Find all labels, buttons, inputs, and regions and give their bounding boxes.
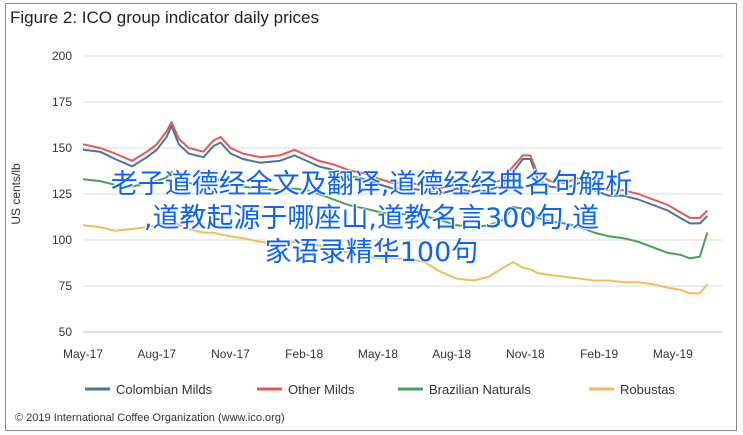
y-tick-label: 75 [59, 279, 73, 293]
copyright-notice: © 2019 International Coffee Organization… [15, 412, 285, 424]
x-tick-label: May-17 [63, 347, 103, 361]
series-line [82, 170, 709, 260]
overlay-line-2: ,道教起源于哪座山,道教名言300句,道 [143, 203, 600, 234]
x-tick-label: Aug-17 [137, 347, 176, 361]
chart-frame [5, 3, 737, 431]
series-line [82, 216, 709, 295]
series-line [82, 124, 709, 225]
series-line [82, 121, 709, 219]
y-axis-label: US cents/lb [9, 163, 23, 225]
overlay-line-1: 老子道德经全文及翻译,道德经经典名句解析 [110, 169, 633, 200]
y-tick-label: 50 [59, 325, 73, 339]
x-tick-label: Feb-19 [580, 347, 618, 361]
y-tick-label: 100 [52, 233, 72, 247]
legend-label: Brazilian Naturals [429, 382, 531, 397]
y-tick-label: 175 [52, 95, 72, 109]
x-tick-label: Feb-18 [285, 347, 323, 361]
x-tick-label: Nov-17 [211, 347, 250, 361]
x-tick-label: Nov-18 [506, 347, 545, 361]
overlay-line-3: 家语录精华100句 [264, 237, 479, 268]
y-tick-label: 125 [52, 187, 72, 201]
y-tick-label: 200 [52, 49, 72, 63]
legend-label: Colombian Milds [116, 382, 213, 397]
chart-title: Figure 2: ICO group indicator daily pric… [10, 8, 319, 27]
x-tick-label: May-19 [653, 347, 693, 361]
x-tick-label: May-18 [358, 347, 398, 361]
legend-label: Other Milds [288, 382, 355, 397]
legend-label: Robustas [620, 382, 675, 397]
y-tick-label: 150 [52, 141, 72, 155]
overlay-watermark-text: 老子道德经全文及翻译,道德经经典名句解析 ,道教起源于哪座山,道教名言300句,… [0, 168, 743, 270]
x-tick-label: Aug-18 [432, 347, 471, 361]
